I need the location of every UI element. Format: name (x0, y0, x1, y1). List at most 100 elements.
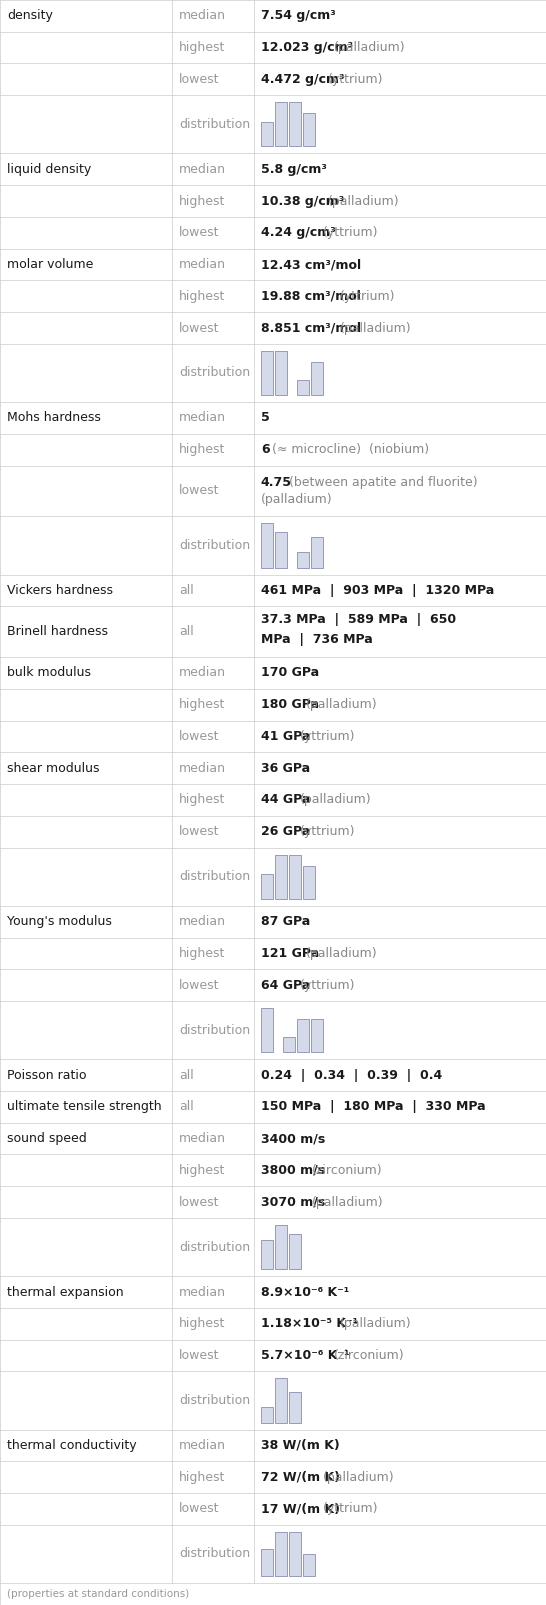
Text: all: all (179, 1101, 194, 1114)
Bar (289, 103, 301, 146)
Text: 72 W/(m K): 72 W/(m K) (261, 1470, 340, 1483)
Text: highest: highest (179, 1164, 225, 1176)
Bar (275, 1225, 287, 1270)
Text: shear modulus: shear modulus (7, 762, 99, 775)
Bar (283, 1037, 295, 1053)
Text: (palladium): (palladium) (340, 1318, 411, 1331)
Text: (yttrium): (yttrium) (300, 730, 356, 743)
Text: (between apatite and fluorite): (between apatite and fluorite) (289, 475, 478, 490)
Text: 8.9×10⁻⁶ K⁻¹: 8.9×10⁻⁶ K⁻¹ (261, 1286, 349, 1298)
Bar (311, 363, 323, 395)
Text: median: median (179, 1440, 226, 1453)
Text: median: median (179, 258, 226, 271)
Bar (303, 114, 315, 146)
Text: distribution: distribution (179, 366, 250, 379)
Text: all: all (179, 1069, 194, 1082)
Text: distribution: distribution (179, 1024, 250, 1037)
Text: (yttrium): (yttrium) (328, 72, 384, 85)
Text: molar volume: molar volume (7, 258, 93, 271)
Text: (palladium): (palladium) (312, 1196, 383, 1209)
Text: 461 MPa  |  903 MPa  |  1320 MPa: 461 MPa | 903 MPa | 1320 MPa (261, 584, 494, 597)
Text: Brinell hardness: Brinell hardness (7, 626, 108, 639)
Text: 7.54 g/cm³: 7.54 g/cm³ (261, 10, 336, 22)
Text: all: all (179, 626, 194, 639)
Text: Mohs hardness: Mohs hardness (7, 411, 101, 424)
Text: 44 GPa: 44 GPa (261, 793, 310, 806)
Text: 5.8 g/cm³: 5.8 g/cm³ (261, 162, 327, 177)
Text: median: median (179, 915, 226, 928)
Text: lowest: lowest (179, 979, 219, 992)
Bar (261, 351, 273, 395)
Text: 37.3 MPa  |  589 MPa  |  650: 37.3 MPa | 589 MPa | 650 (261, 613, 456, 626)
Text: (yttrium): (yttrium) (323, 226, 378, 239)
Text: sound speed: sound speed (7, 1132, 87, 1144)
Text: (yttrium): (yttrium) (300, 825, 356, 838)
Bar (297, 380, 309, 395)
Text: (palladium): (palladium) (340, 321, 411, 334)
Bar (261, 1549, 273, 1576)
Bar (303, 1554, 315, 1576)
Text: highest: highest (179, 194, 225, 207)
Text: ultimate tensile strength: ultimate tensile strength (7, 1101, 162, 1114)
Text: lowest: lowest (179, 730, 219, 743)
Text: median: median (179, 1286, 226, 1298)
Bar (297, 552, 309, 568)
Bar (275, 854, 287, 899)
Text: 4.24 g/cm³: 4.24 g/cm³ (261, 226, 336, 239)
Text: (properties at standard conditions): (properties at standard conditions) (7, 1589, 189, 1599)
Text: lowest: lowest (179, 1196, 219, 1209)
Bar (275, 351, 287, 395)
Text: 87 GPa: 87 GPa (261, 915, 310, 928)
Text: 5.7×10⁻⁶ K⁻¹: 5.7×10⁻⁶ K⁻¹ (261, 1348, 349, 1363)
Text: Vickers hardness: Vickers hardness (7, 584, 113, 597)
Text: lowest: lowest (179, 1502, 219, 1515)
Text: median: median (179, 762, 226, 775)
Text: (≈ microcline)  (niobium): (≈ microcline) (niobium) (272, 443, 430, 456)
Text: distribution: distribution (179, 539, 250, 552)
Bar (311, 1019, 323, 1053)
Text: 0.24  |  0.34  |  0.39  |  0.4: 0.24 | 0.34 | 0.39 | 0.4 (261, 1069, 442, 1082)
Bar (261, 1241, 273, 1270)
Text: distribution: distribution (179, 1547, 250, 1560)
Text: distribution: distribution (179, 117, 250, 132)
Text: thermal expansion: thermal expansion (7, 1286, 123, 1298)
Text: (palladium): (palladium) (261, 493, 333, 506)
Text: 12.023 g/cm³: 12.023 g/cm³ (261, 42, 353, 55)
Text: highest: highest (179, 698, 225, 711)
Text: all: all (179, 584, 194, 597)
Text: lowest: lowest (179, 1348, 219, 1363)
Text: 3400 m/s: 3400 m/s (261, 1132, 325, 1144)
Bar (261, 122, 273, 146)
Text: 4.75: 4.75 (261, 475, 292, 490)
Text: (zirconium): (zirconium) (334, 1348, 405, 1363)
Text: lowest: lowest (179, 485, 219, 498)
Text: Young's modulus: Young's modulus (7, 915, 112, 928)
Text: 6: 6 (261, 443, 270, 456)
Text: median: median (179, 1132, 226, 1144)
Text: highest: highest (179, 1470, 225, 1483)
Text: median: median (179, 10, 226, 22)
Text: median: median (179, 411, 226, 424)
Text: 5: 5 (261, 411, 270, 424)
Text: lowest: lowest (179, 226, 219, 239)
Text: distribution: distribution (179, 1395, 250, 1408)
Bar (289, 1531, 301, 1576)
Text: highest: highest (179, 42, 225, 55)
Text: 170 GPa: 170 GPa (261, 666, 319, 679)
Text: highest: highest (179, 291, 225, 303)
Bar (275, 1531, 287, 1576)
Bar (275, 1379, 287, 1422)
Text: liquid density: liquid density (7, 162, 91, 177)
Text: (yttrium): (yttrium) (340, 291, 395, 303)
Text: highest: highest (179, 443, 225, 456)
Text: lowest: lowest (179, 72, 219, 85)
Bar (289, 1392, 301, 1422)
Bar (261, 875, 273, 899)
Text: 26 GPa: 26 GPa (261, 825, 310, 838)
Text: (palladium): (palladium) (300, 793, 372, 806)
Text: MPa  |  736 MPa: MPa | 736 MPa (261, 634, 372, 647)
Text: thermal conductivity: thermal conductivity (7, 1440, 136, 1453)
Bar (297, 1019, 309, 1053)
Bar (303, 865, 315, 899)
Text: (zirconium): (zirconium) (312, 1164, 382, 1176)
